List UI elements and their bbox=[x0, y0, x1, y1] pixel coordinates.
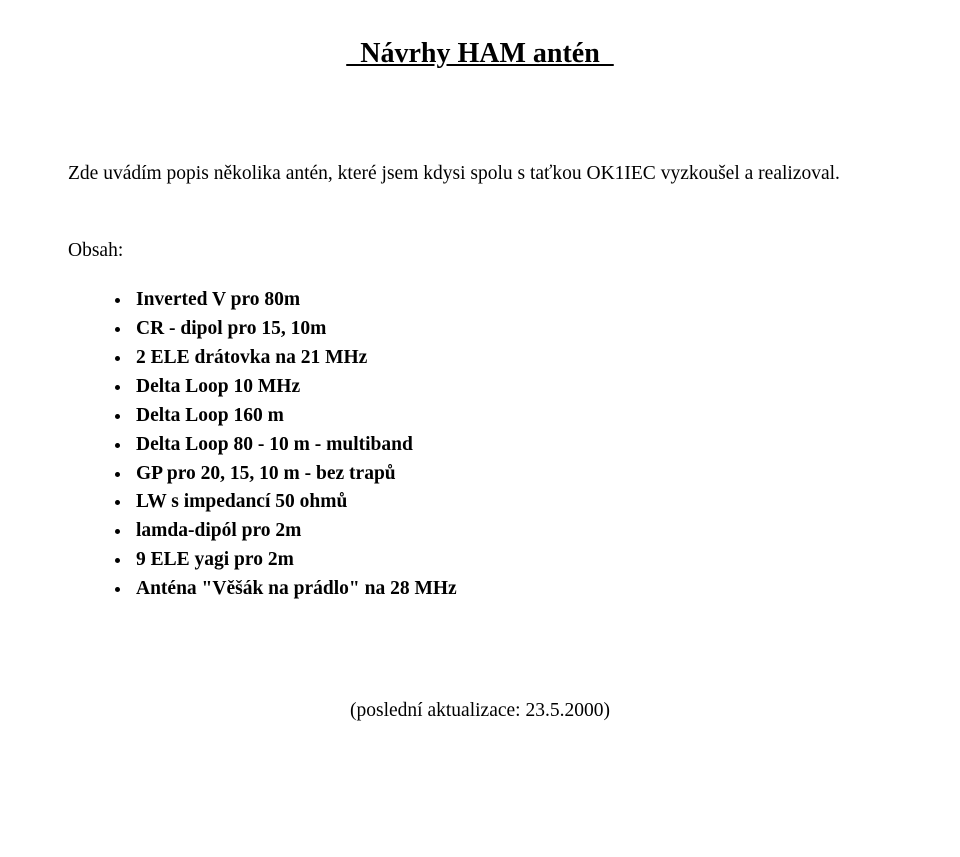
toc-item-label: GP pro 20, 15, 10 m - bez trapů bbox=[136, 463, 396, 484]
toc-item: LW s impedancí 50 ohmů bbox=[132, 488, 892, 517]
toc-item-label: 9 ELE yagi pro 2m bbox=[136, 549, 294, 570]
page-title: Návrhy HAM antén bbox=[346, 38, 614, 69]
toc-heading: Obsah: bbox=[68, 240, 892, 262]
toc-item-label: Inverted V pro 80m bbox=[136, 289, 300, 310]
toc-item: Delta Loop 80 - 10 m - multiband bbox=[132, 431, 892, 460]
toc-list: Inverted V pro 80m CR - dipol pro 15, 10… bbox=[68, 286, 892, 603]
toc-item: Delta Loop 160 m bbox=[132, 402, 892, 431]
intro-paragraph: Zde uvádím popis několika antén, které j… bbox=[68, 162, 892, 186]
toc-item: Delta Loop 10 MHz bbox=[132, 373, 892, 402]
toc-item-label: 2 ELE drátovka na 21 MHz bbox=[136, 347, 367, 368]
toc-item-label: Anténa "Věšák na prádlo" na 28 MHz bbox=[136, 578, 457, 599]
last-updated: (poslední aktualizace: 23.5.2000) bbox=[68, 700, 892, 722]
toc-item-label: Delta Loop 10 MHz bbox=[136, 376, 300, 397]
toc-item-label: Delta Loop 80 - 10 m - multiband bbox=[136, 434, 413, 455]
toc-item: GP pro 20, 15, 10 m - bez trapů bbox=[132, 460, 892, 489]
toc-item-label: CR - dipol pro 15, 10m bbox=[136, 318, 326, 339]
document-page: Návrhy HAM antén Zde uvádím popis několi… bbox=[0, 0, 960, 857]
toc-item-label: Delta Loop 160 m bbox=[136, 405, 284, 426]
toc-item: CR - dipol pro 15, 10m bbox=[132, 315, 892, 344]
toc-item-label: lamda-dipól pro 2m bbox=[136, 520, 301, 541]
toc-item: Inverted V pro 80m bbox=[132, 286, 892, 315]
title-container: Návrhy HAM antén bbox=[68, 38, 892, 70]
toc-item: 2 ELE drátovka na 21 MHz bbox=[132, 344, 892, 373]
toc-item: lamda-dipól pro 2m bbox=[132, 517, 892, 546]
toc-item: Anténa "Věšák na prádlo" na 28 MHz bbox=[132, 575, 892, 604]
toc-item-label: LW s impedancí 50 ohmů bbox=[136, 491, 347, 512]
toc-item: 9 ELE yagi pro 2m bbox=[132, 546, 892, 575]
